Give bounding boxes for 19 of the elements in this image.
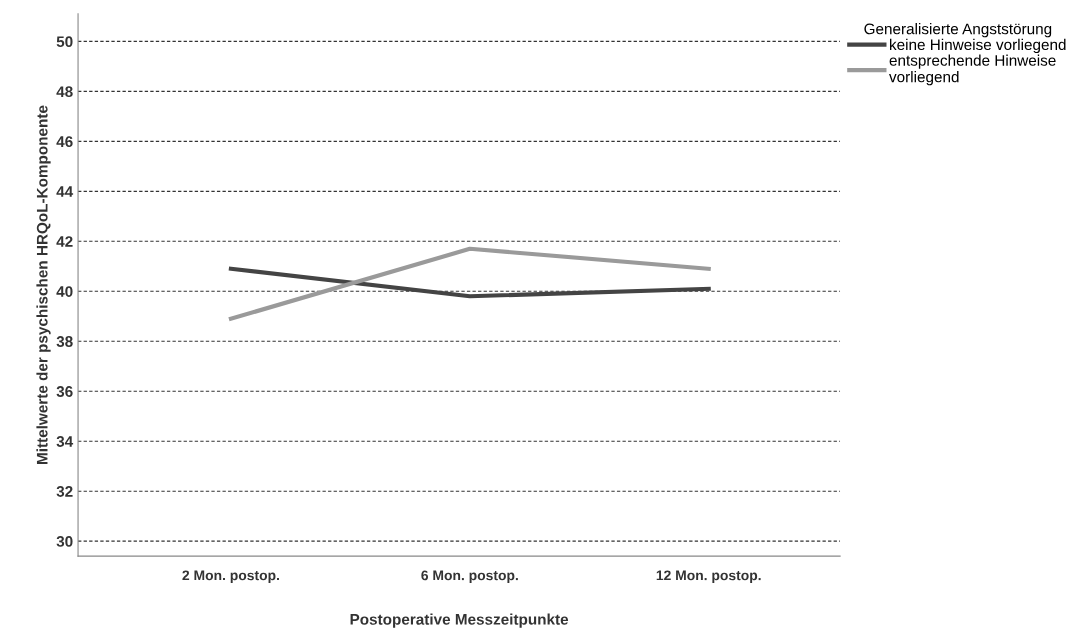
y-tick-label: 48 (56, 86, 73, 98)
x-tick-label: 2 Mon. postop. (182, 570, 279, 583)
y-axis-title: Mittelwerte der psychischen HRQoL-Komponente (36, 105, 51, 464)
legend-title: Generalisierte Angststörung (864, 23, 1052, 38)
y-tick-label: 50 (56, 36, 73, 48)
y-tick-label: 38 (56, 336, 73, 347)
legend-label: keine Hinweise vorliegend (890, 38, 1066, 54)
y-tick-label: 36 (56, 386, 73, 397)
y-tick-label: 42 (56, 236, 73, 247)
y-tick-label: 32 (56, 486, 73, 497)
x-axis-title: Postoperative Messzeitpunkte (350, 613, 569, 628)
y-tick-label: 30 (56, 536, 73, 547)
legend-label: entsprechende Hinweise vorliegend (889, 54, 1056, 86)
x-tick-label: 6 Mon. postop. (421, 570, 518, 583)
y-tick-label: 44 (56, 186, 74, 197)
y-tick-label: 40 (56, 286, 73, 297)
y-tick-label: 34 (56, 436, 74, 447)
x-tick-label: 12 Mon. postop. (656, 570, 761, 583)
y-tick-label: 46 (56, 136, 73, 148)
